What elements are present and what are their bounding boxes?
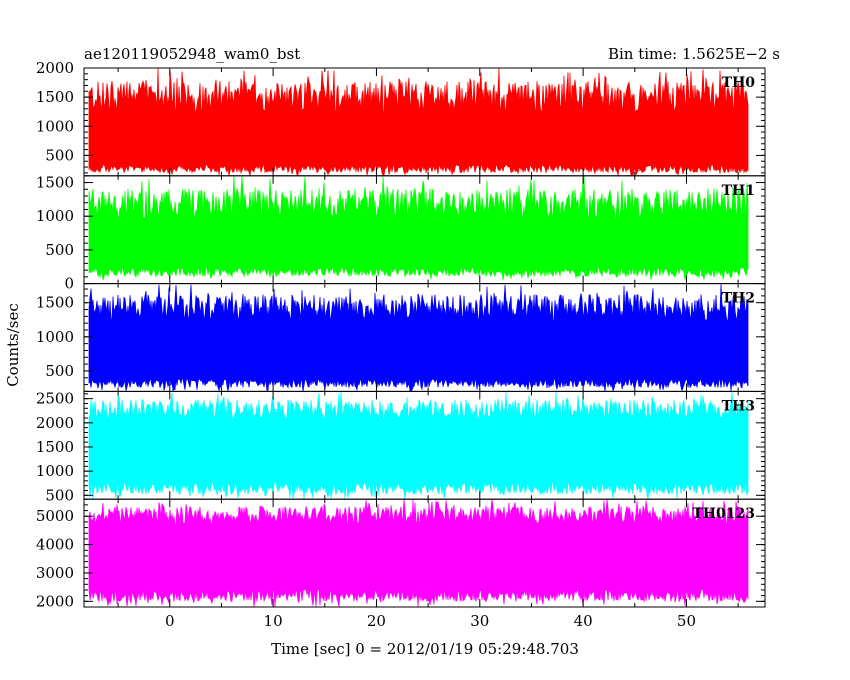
y-tick-label: 500 — [45, 362, 74, 380]
series-trace-th3 — [88, 391, 749, 500]
panel-label-th3: TH3 — [722, 398, 755, 414]
x-tick-label: 20 — [367, 612, 386, 630]
series-trace-th2 — [88, 284, 749, 392]
panel-th3: 500 1000 1500 2000 2500 TH3 — [36, 390, 766, 504]
panel-th0123: 2000 3000 4000 5000 TH0123 0 10 20 30 40 50 — [36, 498, 766, 630]
y-tick-label: 1000 — [36, 207, 74, 225]
y-tick-label: 1500 — [36, 174, 74, 192]
y-tick-label: 1500 — [36, 88, 74, 106]
y-tick-label: 3000 — [36, 564, 74, 582]
panel-label-th0123: TH0123 — [692, 506, 755, 522]
y-tick-label: 1000 — [36, 117, 74, 135]
panel-label-th2: TH2 — [722, 291, 755, 307]
panel-th2: 500 1000 1500 TH2 — [36, 283, 766, 392]
panel-label-th0: TH0 — [722, 75, 756, 91]
x-tick-label: 50 — [677, 612, 696, 630]
y-tick-label: 1000 — [36, 328, 74, 346]
y-tick-label: 2500 — [36, 390, 74, 408]
panel-frame — [83, 498, 766, 608]
x-tick-label: 10 — [264, 612, 283, 630]
series-trace-th0 — [88, 68, 749, 176]
chart-title-right: Bin time: 1.5625E−2 s — [608, 45, 780, 63]
x-axis-label: Time [sec] 0 = 2012/01/19 05:29:48.703 — [271, 640, 579, 658]
y-tick-label: 500 — [45, 241, 74, 259]
y-tick-label: 2000 — [36, 592, 74, 610]
series-trace-th1 — [88, 175, 749, 281]
chart-title-left: ae120119052948_wam0_bst — [84, 45, 300, 63]
y-tick-label: 0 — [64, 275, 74, 293]
x-tick-label: 40 — [574, 612, 593, 630]
x-tick-label: 30 — [470, 612, 489, 630]
y-tick-label: 1500 — [36, 294, 74, 312]
y-axis-label: Counts/sec — [4, 303, 22, 387]
y-tick-label: 1000 — [36, 462, 74, 480]
panel-th0: 500 1000 1500 2000 TH0 — [36, 59, 766, 177]
y-tick-label: 2000 — [36, 59, 74, 77]
series-trace-th0123 — [88, 499, 749, 608]
panel-label-th1: TH1 — [722, 183, 755, 199]
y-tick-label: 4000 — [36, 536, 74, 554]
panel-th1: 0 500 1000 1500 TH1 — [36, 174, 766, 293]
y-tick-label: 500 — [45, 146, 74, 164]
y-tick-label: 500 — [45, 486, 74, 504]
y-tick-label: 1500 — [36, 438, 74, 456]
y-tick-label: 5000 — [36, 507, 74, 525]
y-tick-label: 2000 — [36, 414, 74, 432]
x-tick-label: 0 — [165, 612, 175, 630]
